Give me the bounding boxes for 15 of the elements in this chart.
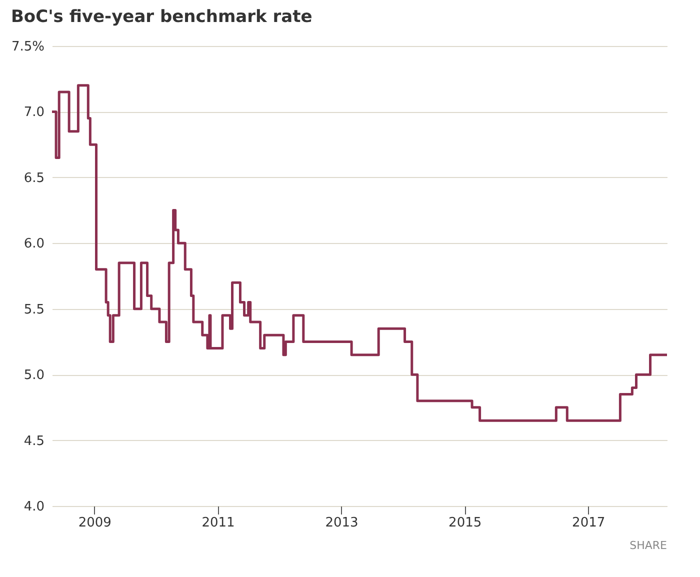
y-tick-label: 4.0	[24, 500, 44, 514]
y-tick-label: 7.5%	[11, 40, 44, 54]
y-tick-label: 4.5	[24, 434, 44, 449]
y-tick-label: 5.5	[24, 302, 44, 318]
x-tick-label: 2011	[202, 516, 235, 530]
y-tick-label: 5.0	[24, 368, 44, 384]
y-tick-label: 6.5	[24, 170, 44, 186]
text: SHARE	[630, 539, 668, 552]
chart-title: BoC's five-year benchmark rate	[10, 7, 312, 27]
x-tick-label: 2017	[572, 516, 606, 530]
x-tick-label: 2015	[448, 516, 482, 530]
y-tick-label: 6.0	[24, 236, 44, 252]
y-tick-label: 7.0	[24, 105, 44, 120]
x-tick-label: 2013	[325, 516, 358, 530]
x-tick-label: 2009	[78, 516, 112, 530]
